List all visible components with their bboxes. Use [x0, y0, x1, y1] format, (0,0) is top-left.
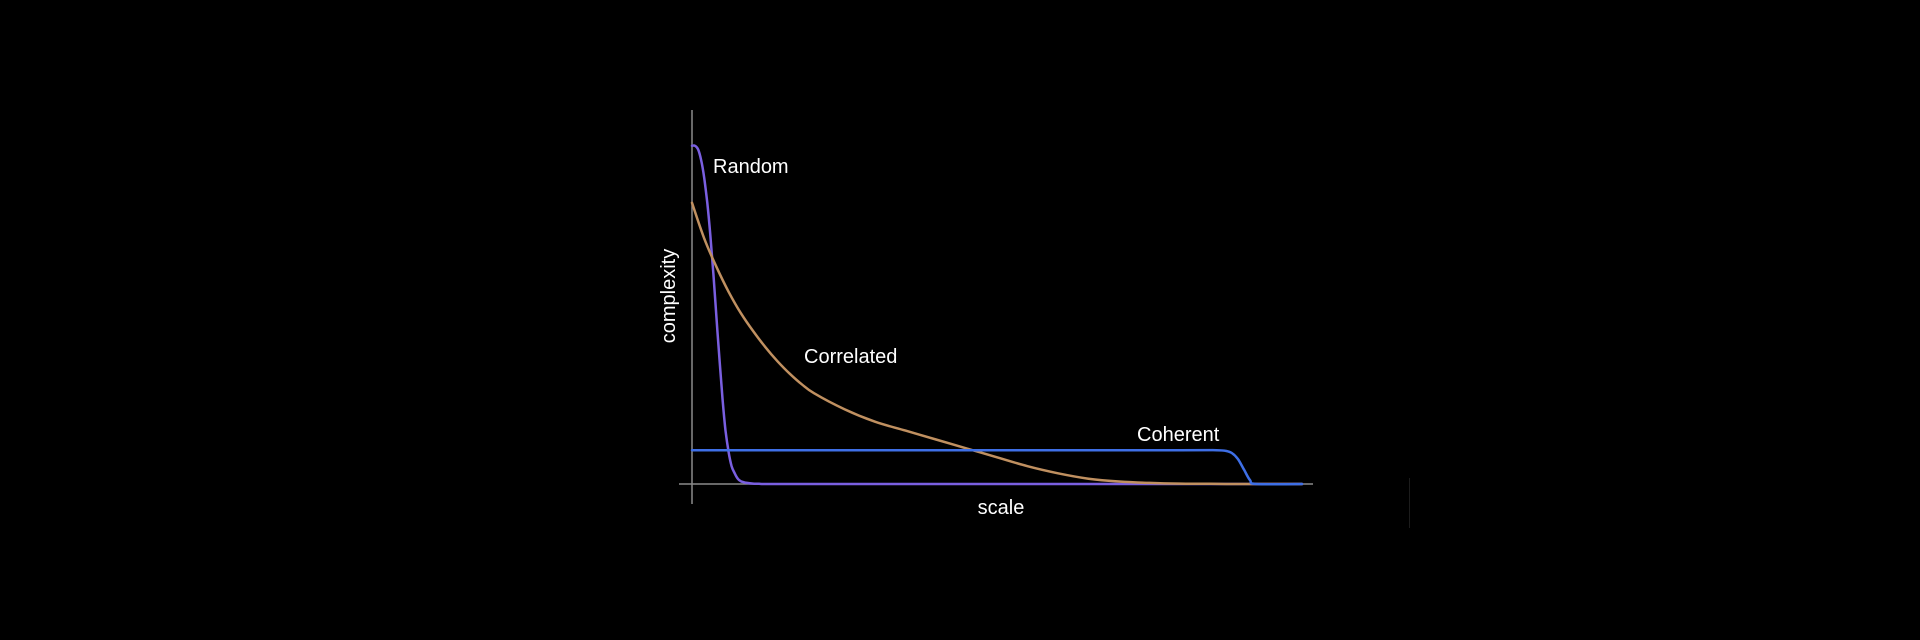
divider-mark — [1409, 478, 1410, 528]
series-layer — [690, 144, 1304, 486]
series-line-coherent — [690, 448, 1304, 486]
series-line-correlated — [690, 201, 1304, 486]
y-axis-label: complexity — [658, 249, 680, 343]
annotation-random: Random — [713, 156, 789, 178]
x-axis-label: scale — [978, 497, 1025, 519]
annotation-coherent: Coherent — [1137, 424, 1220, 446]
annotation-correlated: Correlated — [804, 346, 897, 368]
series-line-random — [690, 144, 1304, 486]
